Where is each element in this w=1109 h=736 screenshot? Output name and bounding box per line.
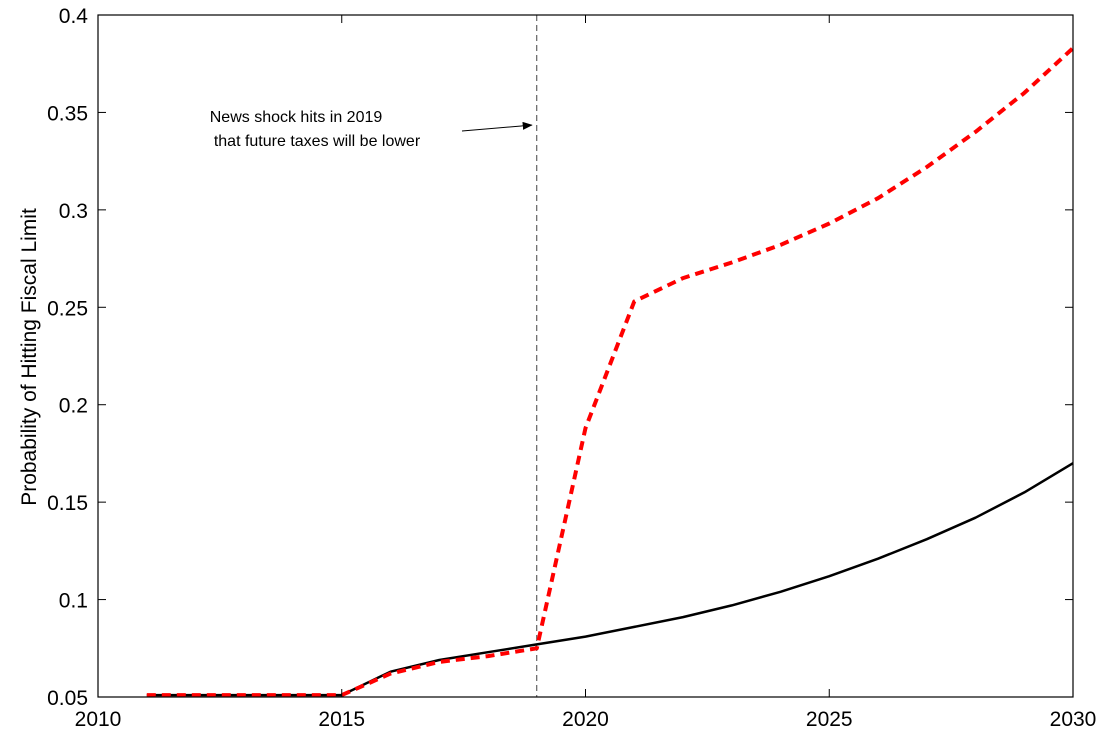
ticks: 2010 2015 2020 2025 2030 0.05 0.1 0.15 0.2 0.25 0.… xyxy=(47,5,1096,731)
y-tick-label: 0.3 xyxy=(59,200,88,223)
x-tick-label: 2030 xyxy=(1050,708,1097,731)
series-line-1 xyxy=(146,462,1074,697)
annotation-line-2: that future taxes will be lower xyxy=(214,133,421,150)
y-tick-label: 0.15 xyxy=(47,492,88,515)
x-tick-label: 2015 xyxy=(318,708,365,731)
x-tick-label: 2025 xyxy=(806,708,853,731)
annotation-line-1: News shock hits in 2019 xyxy=(210,109,383,126)
y-tick-label: 0.4 xyxy=(59,5,89,28)
plot-content xyxy=(146,15,1075,698)
y-tick-label: 0.1 xyxy=(59,590,88,613)
annotation-arrow xyxy=(461,121,533,132)
series-line-2 xyxy=(146,46,1075,698)
y-axis-label: Probability of Hitting Fiscal Limit xyxy=(18,208,41,506)
x-tick-label: 2020 xyxy=(562,708,609,731)
x-tick-label: 2010 xyxy=(75,708,122,731)
y-tick-label: 0.25 xyxy=(47,297,88,320)
annotation: News shock hits in 2019 that future taxe… xyxy=(210,109,421,150)
y-tick-label: 0.05 xyxy=(47,687,88,710)
y-tick-label: 0.35 xyxy=(47,102,88,125)
y-tick-label: 0.2 xyxy=(59,395,88,418)
